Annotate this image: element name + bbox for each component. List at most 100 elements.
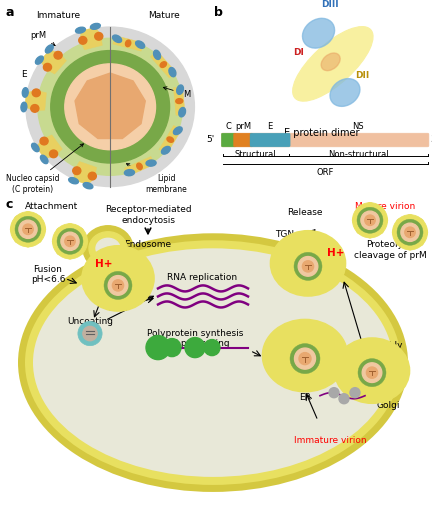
Circle shape: [299, 353, 311, 365]
Circle shape: [41, 227, 46, 232]
Circle shape: [104, 271, 109, 276]
Circle shape: [317, 252, 322, 258]
Text: Mature: Mature: [148, 11, 180, 20]
Circle shape: [23, 224, 33, 235]
Text: ER: ER: [299, 392, 311, 402]
Ellipse shape: [83, 182, 93, 189]
Circle shape: [392, 215, 428, 250]
Circle shape: [381, 358, 387, 364]
Circle shape: [115, 266, 121, 272]
Text: Release: Release: [287, 208, 323, 217]
Circle shape: [356, 228, 362, 234]
Ellipse shape: [167, 137, 174, 142]
Circle shape: [305, 247, 311, 252]
Text: Structural: Structural: [235, 150, 276, 159]
Circle shape: [127, 294, 133, 300]
Ellipse shape: [82, 246, 154, 311]
Circle shape: [353, 354, 391, 391]
Circle shape: [407, 245, 413, 250]
Circle shape: [423, 229, 428, 235]
Circle shape: [83, 239, 88, 244]
Circle shape: [44, 63, 51, 71]
Text: prM: prM: [235, 122, 251, 131]
Circle shape: [293, 252, 299, 258]
Circle shape: [78, 321, 102, 345]
Text: Immature virion: Immature virion: [294, 436, 366, 445]
Circle shape: [365, 215, 375, 225]
Circle shape: [397, 241, 402, 246]
Text: RNA replication: RNA replication: [167, 273, 237, 283]
Circle shape: [350, 388, 360, 398]
Circle shape: [204, 339, 220, 356]
Circle shape: [405, 227, 415, 238]
Ellipse shape: [302, 18, 335, 48]
Circle shape: [104, 294, 109, 300]
Circle shape: [298, 257, 318, 276]
Circle shape: [127, 271, 133, 276]
Circle shape: [302, 374, 308, 379]
Text: Lipid
membrane: Lipid membrane: [127, 164, 187, 194]
FancyBboxPatch shape: [250, 133, 290, 147]
Circle shape: [78, 228, 83, 233]
Polygon shape: [36, 135, 62, 158]
Circle shape: [25, 211, 31, 217]
Polygon shape: [150, 51, 176, 78]
Ellipse shape: [136, 41, 145, 49]
Text: Non-structural: Non-structural: [328, 150, 388, 159]
Circle shape: [358, 359, 386, 387]
Circle shape: [378, 207, 384, 212]
Ellipse shape: [160, 62, 166, 67]
Circle shape: [353, 203, 388, 238]
Text: Proteolytic
cleavage of prM: Proteolytic cleavage of prM: [354, 240, 426, 260]
Circle shape: [32, 89, 40, 97]
Circle shape: [31, 105, 39, 112]
Text: Mature virion: Mature virion: [355, 202, 415, 211]
Text: Immature: Immature: [36, 11, 80, 20]
Circle shape: [289, 247, 327, 285]
Circle shape: [369, 353, 375, 359]
Circle shape: [362, 363, 382, 382]
Circle shape: [290, 343, 320, 374]
Circle shape: [284, 356, 290, 362]
Circle shape: [378, 228, 384, 234]
Circle shape: [15, 216, 41, 242]
Ellipse shape: [76, 27, 86, 33]
Circle shape: [36, 238, 41, 243]
Circle shape: [289, 343, 295, 349]
Circle shape: [367, 202, 372, 207]
Circle shape: [15, 216, 20, 221]
Polygon shape: [75, 73, 145, 138]
Circle shape: [358, 358, 363, 364]
Text: Fusion
pH<6.6: Fusion pH<6.6: [31, 265, 65, 284]
Circle shape: [38, 38, 183, 175]
Ellipse shape: [162, 147, 170, 154]
Circle shape: [356, 207, 362, 212]
Circle shape: [52, 224, 88, 259]
Text: TGN: TGN: [276, 230, 295, 239]
Circle shape: [112, 280, 124, 291]
Circle shape: [25, 242, 31, 247]
Ellipse shape: [35, 56, 43, 64]
Ellipse shape: [169, 67, 176, 77]
Text: DII: DII: [356, 71, 370, 80]
Text: E: E: [267, 122, 273, 131]
Circle shape: [65, 64, 156, 150]
Text: Nucleo capsid
(C protein): Nucleo capsid (C protein): [6, 144, 83, 194]
Ellipse shape: [22, 88, 28, 97]
Circle shape: [418, 219, 423, 224]
Circle shape: [314, 343, 321, 349]
Circle shape: [418, 241, 423, 246]
Circle shape: [302, 261, 314, 272]
Circle shape: [26, 27, 194, 187]
Circle shape: [314, 368, 321, 374]
Ellipse shape: [33, 248, 393, 477]
Ellipse shape: [179, 107, 185, 117]
Text: DIII: DIII: [321, 0, 338, 9]
Ellipse shape: [69, 178, 78, 184]
Circle shape: [78, 249, 83, 255]
Polygon shape: [40, 50, 67, 74]
Ellipse shape: [153, 50, 161, 59]
Ellipse shape: [25, 240, 401, 485]
Circle shape: [57, 228, 62, 233]
Text: b: b: [214, 6, 223, 18]
